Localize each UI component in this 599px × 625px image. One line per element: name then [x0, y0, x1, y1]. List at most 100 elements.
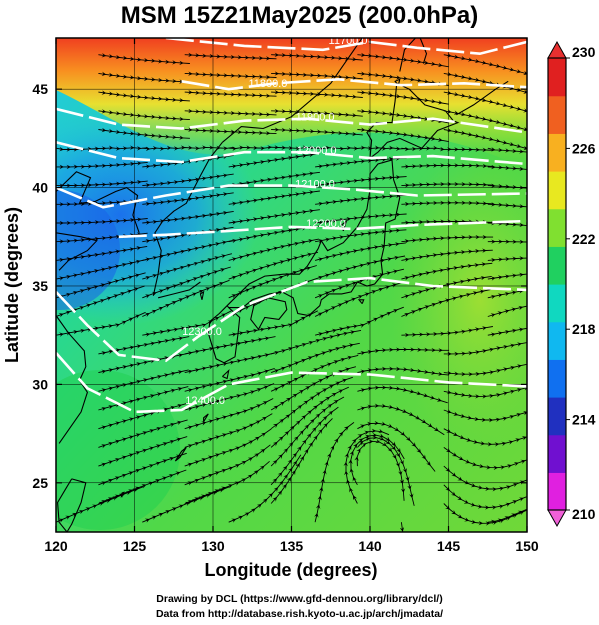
contour-line: [56, 107, 527, 134]
colorbar-segment: [548, 171, 566, 210]
coastline: [207, 305, 241, 364]
x-axis-label: Longitude (degrees): [204, 560, 377, 580]
colorbar-segment: [548, 208, 566, 247]
streamline: [184, 52, 277, 61]
streamline: [56, 311, 146, 337]
streamline: [142, 240, 233, 262]
contour-label: 11800.0: [248, 78, 287, 90]
streamline: [357, 385, 448, 404]
page-title: MSM 15Z21May2025 (200.0hPa): [120, 2, 479, 29]
colorbar-segment: [548, 397, 566, 436]
colorbar-segment: [548, 284, 566, 323]
streamline: [228, 310, 319, 337]
streamline: [315, 212, 407, 225]
colorbar-tick-label: 218: [572, 321, 596, 337]
coastline: [56, 232, 98, 271]
streamline: [98, 127, 190, 140]
streamline: [142, 154, 234, 169]
x-tick-label: 130: [201, 538, 225, 554]
contour-label: 11900.0: [296, 112, 335, 124]
streamline: [271, 71, 363, 81]
coastline: [157, 281, 201, 299]
streamline: [228, 190, 320, 207]
contour-label: 11700.0: [329, 35, 368, 47]
streamline: [184, 108, 277, 117]
colorbar-max-arrow: [547, 40, 567, 59]
streamline: [228, 208, 320, 225]
streamline: [401, 200, 494, 207]
streamline: [401, 163, 494, 169]
contour-line: [56, 352, 527, 414]
coastline: [222, 38, 363, 143]
credit-data: Data from http://database.rish.kyoto-u.a…: [155, 608, 444, 620]
colorbar: 210 214 218 222 226 230: [547, 40, 596, 528]
streamline: [184, 352, 276, 374]
coastline: [56, 171, 140, 233]
streamline: [443, 484, 527, 510]
coastline: [203, 413, 209, 423]
contour-label: 12300.0: [182, 326, 222, 338]
contour-line: [181, 77, 527, 91]
streamline: [357, 366, 449, 377]
streamline: [443, 465, 527, 492]
streamline: [142, 173, 234, 188]
coastline: [250, 297, 288, 331]
y-tick-label: 25: [32, 475, 48, 491]
colorbar-tick-label: 226: [572, 140, 596, 156]
coastline: [57, 478, 87, 532]
streamline: [401, 326, 493, 338]
streamline: [443, 409, 527, 423]
streamline: [487, 256, 527, 263]
streamline: [443, 386, 527, 399]
coastline: [222, 369, 230, 380]
contour-label: 12200.0: [306, 218, 346, 230]
streamline: [315, 174, 407, 188]
streamline: [56, 217, 148, 226]
wind-streamlines: [56, 52, 527, 532]
colorbar-segment: [548, 246, 566, 285]
colorbar-tick-label: 230: [572, 44, 596, 60]
streamline: [98, 90, 190, 103]
streamline: [443, 503, 527, 526]
streamline: [98, 109, 190, 122]
streamline: [357, 347, 450, 356]
y-tick-label: 30: [32, 376, 48, 392]
streamline: [443, 428, 527, 447]
colorbar-tick-label: 222: [572, 231, 596, 247]
colorbar-segment: [548, 321, 566, 360]
coastline: [226, 159, 401, 317]
streamline: [184, 90, 277, 98]
y-tick-label: 35: [32, 278, 48, 294]
coastline: [394, 78, 401, 86]
streamline: [357, 52, 449, 68]
streamline: [56, 161, 148, 170]
streamline: [228, 152, 320, 169]
y-tick-label: 45: [32, 81, 48, 97]
streamline: [98, 71, 190, 84]
streamline: [315, 193, 407, 207]
streamline: [142, 145, 234, 152]
plot-area: 11700.0 11800.0 11900.0 12000.0 12100.0 12200…: [56, 35, 527, 532]
streamline: [56, 259, 147, 281]
streamline: [56, 179, 148, 188]
coastline: [174, 446, 187, 462]
colorbar-segment: [548, 95, 566, 134]
coastline: [152, 141, 223, 296]
contour-line: [118, 219, 527, 239]
colorbar-segment: [548, 359, 566, 398]
streamline: [271, 108, 363, 118]
x-tick-label: 140: [358, 538, 382, 554]
x-tick-label: 135: [280, 538, 304, 554]
y-tick-label: 40: [32, 180, 48, 196]
streamline: [487, 327, 527, 337]
streamline: [487, 202, 527, 209]
streamline: [443, 71, 527, 94]
streamline: [56, 145, 148, 152]
streamline: [271, 127, 363, 137]
streamline: [443, 127, 527, 151]
streamline: [315, 156, 407, 169]
contour-label: 12100.0: [295, 179, 335, 191]
streamline: [487, 272, 527, 281]
coastline: [357, 299, 365, 305]
colorbar-tick-label: 214: [572, 412, 596, 428]
